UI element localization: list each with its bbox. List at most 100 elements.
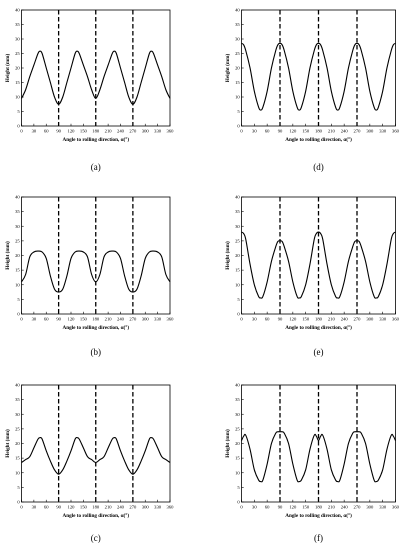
y-tick-label: 10: [235, 282, 240, 287]
x-tick-label: 120: [289, 129, 297, 134]
y-tick-label: 30: [235, 224, 240, 229]
x-tick-label: 90: [56, 129, 61, 134]
x-tick-label: 30: [32, 317, 37, 322]
x-tick-label: 180: [315, 129, 323, 134]
x-tick-label: 300: [366, 317, 374, 322]
x-tick-label: 120: [68, 317, 76, 322]
x-tick-label: 150: [302, 129, 310, 134]
x-tick-label: 30: [252, 129, 257, 134]
panel-label: (c): [91, 533, 101, 543]
x-tick-label: 210: [105, 129, 113, 134]
x-tick-label: 60: [265, 129, 270, 134]
height-curve: [21, 250, 171, 293]
y-tick-label: 15: [235, 80, 240, 85]
y-tick-label: 35: [15, 22, 20, 27]
x-tick-label: 120: [68, 129, 76, 134]
y-tick-label: 10: [15, 282, 20, 287]
y-tick-label: 0: [237, 500, 240, 505]
x-tick-label: 0: [20, 505, 23, 510]
x-tick-label: 60: [265, 317, 270, 322]
x-tick-label: 180: [315, 505, 323, 510]
y-tick-label: 30: [235, 37, 240, 42]
y-tick-label: 20: [15, 441, 20, 446]
x-tick-label: 360: [167, 129, 175, 134]
x-tick-label: 270: [354, 505, 362, 510]
panel-label: (d): [313, 162, 324, 172]
chart-panel: 0 5 10 15 20 25 30 35 40 0 30 60 90 120 150 180 210 240 27…: [224, 8, 400, 172]
x-tick-label: 60: [44, 317, 49, 322]
x-axis-title: Angle to rolling direction, α(°): [62, 324, 129, 331]
x-tick-label: 60: [265, 505, 270, 510]
height-curve: [21, 436, 171, 475]
y-tick-label: 40: [235, 195, 240, 200]
y-tick-label: 20: [15, 253, 20, 258]
y-tick-label: 35: [15, 209, 20, 214]
y-tick-label: 5: [237, 109, 240, 114]
y-tick-label: 40: [235, 8, 240, 13]
chart-panel: 0 5 10 15 20 25 30 35 40 0 30 60 90 120 150 180 210 240 27…: [224, 195, 400, 357]
y-tick-label: 0: [17, 124, 20, 129]
y-tick-label: 30: [15, 224, 20, 229]
y-tick-label: 25: [235, 238, 240, 243]
height-curve: [241, 231, 396, 299]
x-axis-title: Angle to rolling direction, α(°): [62, 136, 129, 143]
chart-panel: 0 5 10 15 20 25 30 35 40 0 30 60 90 120 150 180 210 240 27…: [224, 383, 400, 543]
chart-panel: 0 5 10 15 20 25 30 35 40 0 30 60 90 120 150 180 210 240 27…: [4, 195, 174, 357]
x-tick-label: 270: [129, 129, 137, 134]
x-tick-label: 270: [129, 505, 137, 510]
x-tick-label: 240: [341, 129, 349, 134]
height-curve: [241, 431, 396, 483]
x-tick-label: 270: [129, 317, 137, 322]
x-tick-label: 300: [366, 129, 374, 134]
y-tick-label: 5: [237, 297, 240, 302]
x-tick-label: 360: [167, 505, 175, 510]
x-tick-label: 120: [68, 505, 76, 510]
y-tick-label: 0: [237, 312, 240, 317]
x-tick-label: 30: [32, 129, 37, 134]
y-tick-label: 0: [17, 500, 20, 505]
y-tick-label: 35: [235, 209, 240, 214]
x-tick-label: 90: [278, 505, 283, 510]
y-axis-title: Height (mm): [224, 241, 231, 270]
x-tick-label: 240: [341, 317, 349, 322]
panel-label: (a): [91, 162, 101, 172]
chart-panel: 0 5 10 15 20 25 30 35 40 0 30 60 90 120 150 180 210 240 27…: [4, 8, 174, 172]
x-tick-label: 300: [142, 129, 150, 134]
x-axis-title: Angle to rolling direction, α(°): [285, 324, 352, 331]
x-tick-label: 0: [240, 129, 243, 134]
y-tick-label: 25: [235, 426, 240, 431]
y-tick-label: 20: [235, 253, 240, 258]
x-tick-label: 330: [379, 317, 387, 322]
x-tick-label: 360: [392, 317, 400, 322]
x-tick-label: 150: [80, 505, 88, 510]
x-tick-label: 0: [240, 317, 243, 322]
x-tick-label: 180: [315, 317, 323, 322]
y-tick-label: 40: [235, 383, 240, 388]
x-tick-label: 180: [92, 129, 100, 134]
x-axis-title: Angle to rolling direction, α(°): [62, 512, 129, 519]
x-tick-label: 180: [92, 505, 100, 510]
x-tick-label: 90: [56, 317, 61, 322]
y-tick-label: 10: [235, 95, 240, 100]
x-tick-label: 90: [278, 317, 283, 322]
x-tick-label: 300: [366, 505, 374, 510]
y-tick-label: 30: [235, 412, 240, 417]
height-curve: [21, 50, 171, 105]
y-tick-label: 25: [15, 238, 20, 243]
x-tick-label: 240: [117, 317, 125, 322]
y-axis-title: Height (mm): [224, 54, 231, 83]
y-tick-label: 20: [15, 66, 20, 71]
y-tick-label: 10: [15, 95, 20, 100]
y-tick-label: 40: [15, 8, 20, 13]
x-tick-label: 180: [92, 317, 100, 322]
y-tick-label: 0: [17, 312, 20, 317]
x-tick-label: 330: [379, 505, 387, 510]
x-tick-label: 30: [252, 505, 257, 510]
x-tick-label: 270: [354, 317, 362, 322]
y-tick-label: 20: [235, 66, 240, 71]
x-tick-label: 330: [154, 129, 162, 134]
y-axis-title: Height (mm): [4, 429, 11, 458]
y-tick-label: 25: [235, 51, 240, 56]
x-tick-label: 330: [154, 317, 162, 322]
x-tick-label: 210: [328, 129, 336, 134]
